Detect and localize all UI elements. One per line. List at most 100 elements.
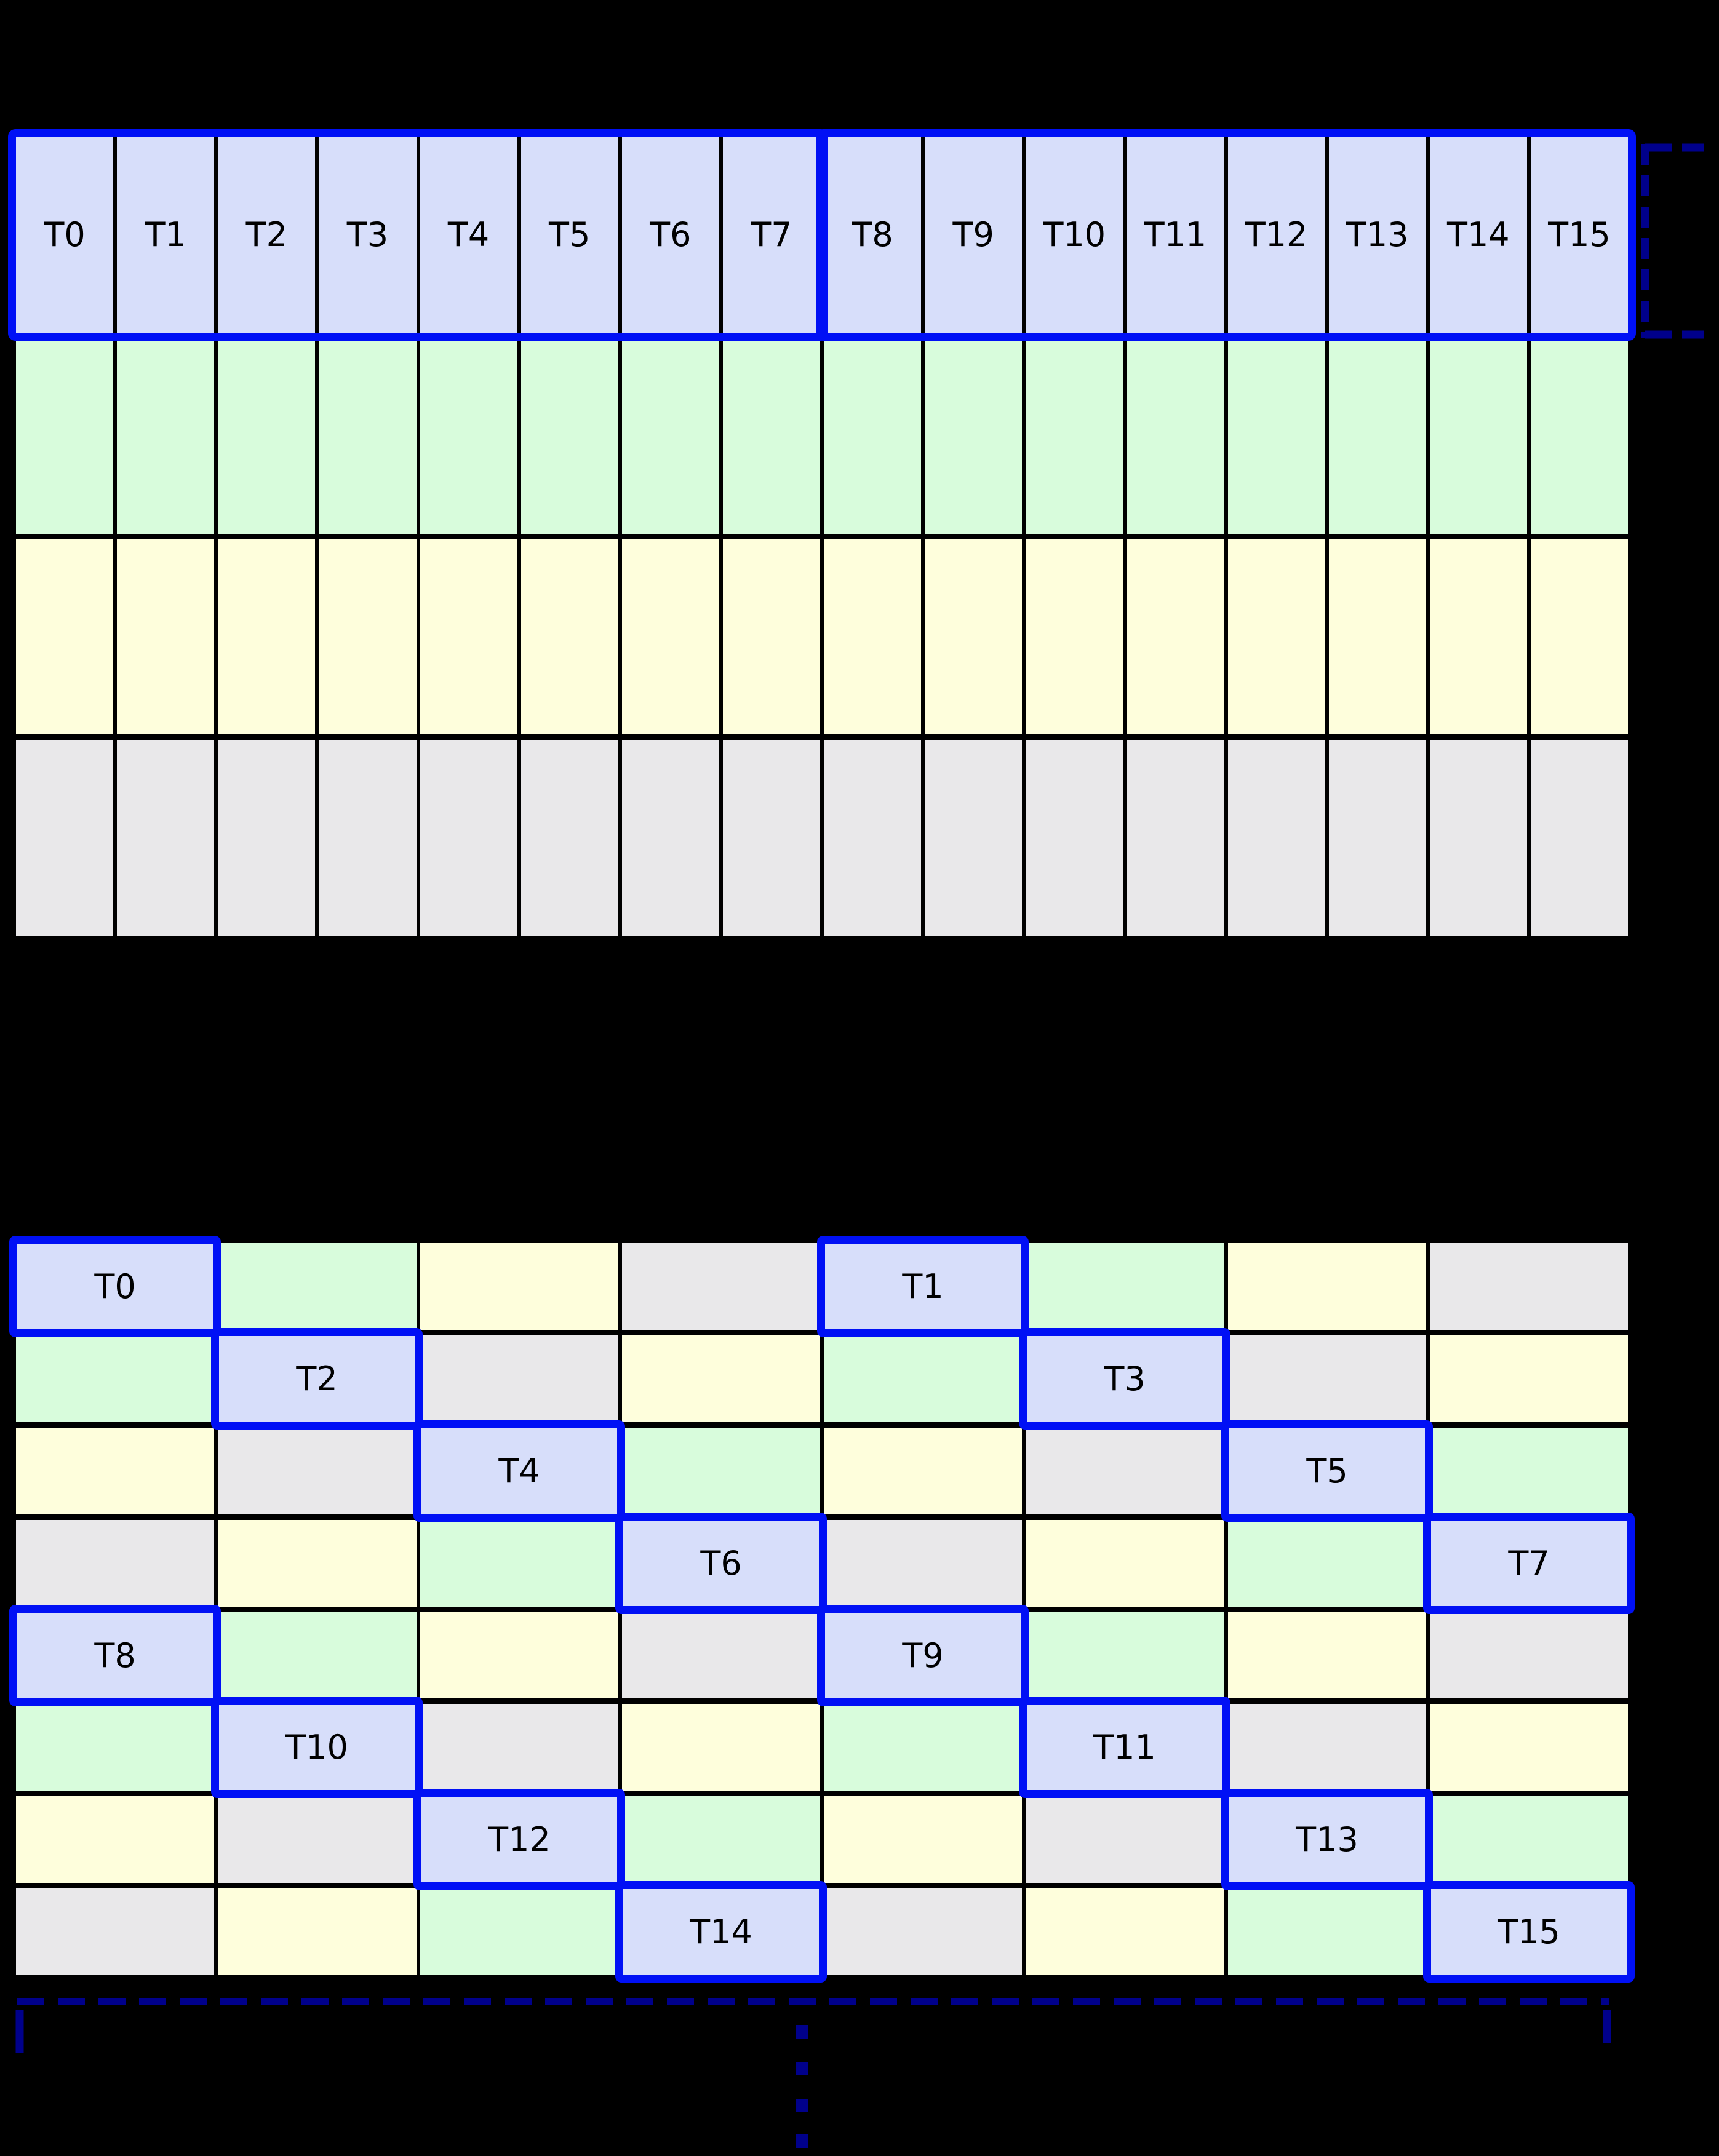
memory-cell bbox=[621, 740, 719, 936]
thread-highlight-T1: T1 bbox=[817, 1236, 1029, 1337]
thread-cell-T6: T6 bbox=[621, 137, 719, 333]
memory-cell bbox=[1026, 1612, 1224, 1699]
memory-cell bbox=[722, 338, 820, 534]
thread-highlight-T8: T8 bbox=[9, 1605, 221, 1706]
memory-cell bbox=[319, 539, 417, 735]
memory-cell bbox=[1429, 338, 1527, 534]
memory-cell bbox=[824, 1796, 1023, 1884]
memory-cell bbox=[621, 1243, 820, 1330]
memory-cell bbox=[1328, 338, 1426, 534]
memory-cell bbox=[218, 539, 316, 735]
thread-cell-T9: T9 bbox=[925, 137, 1023, 333]
thread-highlight-T11: T11 bbox=[1019, 1697, 1230, 1798]
thread-label: T5 bbox=[549, 215, 591, 254]
ellipsis-dot bbox=[796, 2099, 808, 2112]
memory-cell bbox=[420, 1243, 618, 1330]
memory-cell bbox=[16, 1427, 215, 1514]
thread-label: T12 bbox=[1245, 215, 1308, 254]
memory-cell bbox=[16, 740, 114, 936]
thread-label: T3 bbox=[346, 215, 389, 254]
thread-label: T6 bbox=[700, 1543, 742, 1583]
thread-label: T7 bbox=[751, 215, 792, 254]
ellipsis-dot bbox=[796, 2062, 808, 2075]
memory-cell bbox=[1127, 740, 1224, 936]
thread-cell-T4: T4 bbox=[420, 137, 517, 333]
memory-cell bbox=[420, 1519, 618, 1607]
thread-label: T14 bbox=[690, 1912, 752, 1951]
thread-highlight-T10: T10 bbox=[211, 1697, 423, 1798]
memory-cell bbox=[1026, 338, 1123, 534]
thread-cell-T11: T11 bbox=[1127, 137, 1224, 333]
memory-cell bbox=[824, 338, 922, 534]
thread-label: T13 bbox=[1346, 215, 1409, 254]
thread-highlight-T4: T4 bbox=[413, 1420, 625, 1522]
thread-label: T5 bbox=[1306, 1451, 1348, 1490]
memory-cell bbox=[621, 1335, 820, 1422]
thread-cell-T15: T15 bbox=[1530, 137, 1628, 333]
memory-cell bbox=[1328, 539, 1426, 735]
memory-cell bbox=[218, 1427, 417, 1514]
thread-cell-T7: T7 bbox=[722, 137, 820, 333]
memory-cell bbox=[1026, 1519, 1224, 1607]
memory-cell bbox=[218, 1243, 417, 1330]
memory-cell bbox=[1227, 539, 1325, 735]
memory-cell bbox=[1227, 1335, 1426, 1422]
memory-cell bbox=[520, 539, 618, 735]
thread-cell-T13: T13 bbox=[1328, 137, 1426, 333]
memory-cell bbox=[1227, 1888, 1426, 1975]
memory-cell bbox=[824, 1427, 1023, 1514]
row-size-bracket bbox=[1641, 143, 1704, 339]
memory-cell bbox=[1429, 1243, 1628, 1330]
memory-cell bbox=[1530, 539, 1628, 735]
memory-cell bbox=[1227, 1704, 1426, 1791]
memory-cell bbox=[621, 1796, 820, 1884]
memory-cell bbox=[16, 1519, 215, 1607]
thread-highlight-T5: T5 bbox=[1221, 1420, 1433, 1522]
thread-highlight-T7: T7 bbox=[1423, 1513, 1635, 1614]
memory-cell bbox=[1026, 1427, 1224, 1514]
memory-cell bbox=[925, 740, 1023, 936]
memory-cell bbox=[1227, 1519, 1426, 1607]
thread-label: T8 bbox=[94, 1636, 136, 1675]
thread-cell-T0: T0 bbox=[16, 137, 114, 333]
memory-cell bbox=[218, 1519, 417, 1607]
thread-label: T15 bbox=[1498, 1912, 1560, 1951]
memory-cell bbox=[1429, 539, 1527, 735]
memory-cell bbox=[117, 740, 215, 936]
thread-label: T0 bbox=[94, 1267, 136, 1306]
memory-cell bbox=[824, 1335, 1023, 1422]
memory-cell bbox=[722, 539, 820, 735]
thread-highlight-T13: T13 bbox=[1221, 1789, 1433, 1890]
memory-cell bbox=[1127, 338, 1224, 534]
thread-label: T13 bbox=[1296, 1820, 1358, 1859]
memory-cell bbox=[319, 338, 417, 534]
memory-cell bbox=[16, 1888, 215, 1975]
thread-highlight-T14: T14 bbox=[615, 1881, 827, 1983]
thread-cell-T2: T2 bbox=[218, 137, 316, 333]
linear-layout-grid: T0 T1 T2 T3 T4 T5 T6 T7 T8 T9 T10 T11 T12 T13 T14 T15 bbox=[8, 129, 1636, 942]
memory-cell bbox=[520, 338, 618, 534]
thread-label: T15 bbox=[1548, 215, 1611, 254]
thread-highlight-T0: T0 bbox=[9, 1236, 221, 1337]
swizzled-extent-bracket bbox=[15, 1998, 1611, 2053]
thread-label: T2 bbox=[245, 215, 287, 254]
memory-cell bbox=[520, 740, 618, 936]
thread-cell-T1: T1 bbox=[117, 137, 215, 333]
thread-label: T7 bbox=[1508, 1543, 1550, 1583]
memory-cell bbox=[1530, 740, 1628, 936]
memory-cell bbox=[1026, 1796, 1224, 1884]
swizzled-layout-grid: T0 T1 T2 T3 T4 T5 T6 T7 T8 T9 T10 T11 T12 T13 T14 T15 bbox=[9, 1236, 1635, 1983]
memory-cell bbox=[420, 1704, 618, 1791]
memory-cell bbox=[117, 539, 215, 735]
thread-label: T1 bbox=[902, 1267, 944, 1306]
memory-cell bbox=[420, 1335, 618, 1422]
memory-cell bbox=[1026, 539, 1123, 735]
thread-label: T6 bbox=[650, 215, 692, 254]
memory-cell bbox=[824, 1519, 1023, 1607]
thread-cell-T12: T12 bbox=[1227, 137, 1325, 333]
memory-cell bbox=[218, 338, 316, 534]
thread-cell-T3: T3 bbox=[319, 137, 417, 333]
ellipsis-dot bbox=[796, 2025, 808, 2039]
memory-cell bbox=[1227, 1243, 1426, 1330]
